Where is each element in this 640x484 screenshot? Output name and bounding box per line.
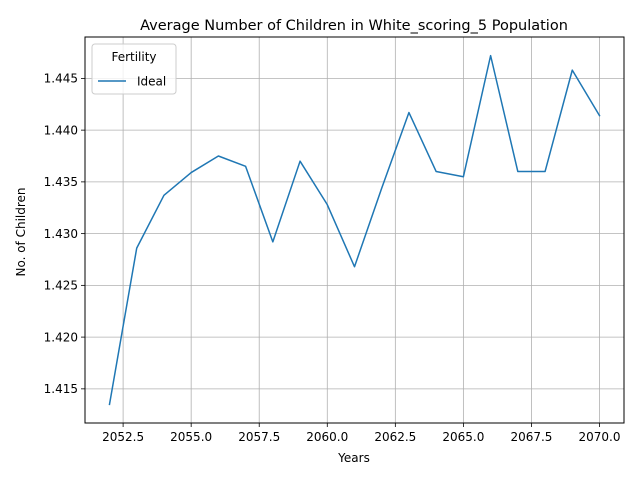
legend-series-label: Ideal <box>137 75 166 89</box>
legend: Fertility Ideal <box>91 43 177 95</box>
x-tick-label: 2060.0 <box>306 430 348 444</box>
chart-title: Average Number of Children in White_scor… <box>140 18 568 34</box>
x-tick-label: 2067.5 <box>510 430 552 444</box>
x-tick-label: 2052.5 <box>102 430 144 444</box>
y-tick-label: 1.430 <box>44 227 78 241</box>
x-tick-label: 2055.0 <box>170 430 212 444</box>
series-line-ideal <box>108 54 601 406</box>
y-tick-label: 1.440 <box>44 123 78 137</box>
x-tick-label: 2062.5 <box>374 430 416 444</box>
y-tick-label: 1.435 <box>44 175 78 189</box>
x-tick-label: 2057.5 <box>238 430 280 444</box>
axis-ticks: 2052.5 2055.0 2057.5 2060.0 2062.5 2065.0 2067… <box>44 72 621 444</box>
series-layer <box>108 54 601 406</box>
legend-title: Fertility <box>111 50 156 64</box>
y-axis-label: No. of Children <box>14 187 28 276</box>
y-tick-label: 1.415 <box>44 382 78 396</box>
y-tick-label: 1.445 <box>44 72 78 86</box>
y-tick-label: 1.420 <box>44 330 78 344</box>
grid-lines <box>85 37 624 423</box>
x-tick-label: 2065.0 <box>442 430 484 444</box>
plot-area-frame <box>84 36 625 424</box>
y-tick-label: 1.425 <box>44 279 78 293</box>
x-axis-label: Years <box>337 451 370 465</box>
x-tick-label: 2070.0 <box>579 430 621 444</box>
